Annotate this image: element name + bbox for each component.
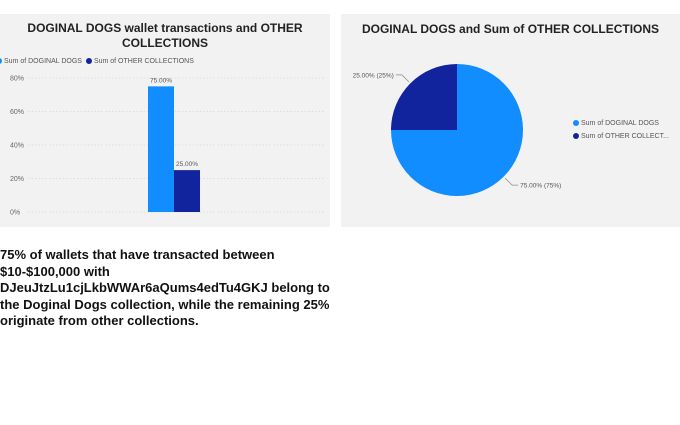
legend-dot-other-collections	[573, 133, 579, 140]
bar	[148, 86, 174, 212]
legend-item-doginal-dogs[interactable]: Sum of DOGINAL DOGS	[0, 58, 82, 65]
pie-legend-item-doginal-dogs[interactable]: Sum of DOGINAL DOGS	[573, 120, 669, 127]
bar-chart-title: DOGINAL DOGS wallet transactions and OTH…	[27, 21, 303, 50]
legend-dot-other-collections	[85, 58, 92, 65]
y-tick-label: 40%	[10, 143, 24, 150]
summary-text: 75% of wallets that have transacted betw…	[0, 247, 330, 328]
pie-chart-plot: 75.00% (75%) 25.00% (25%)	[353, 64, 561, 196]
legend-item-other-collections[interactable]: Sum of OTHER COLLECTIONS	[85, 58, 194, 65]
pie-chart-panel: DOGINAL DOGS and Sum of OTHER COLLECTION…	[341, 14, 680, 227]
legend-label: Sum of OTHER COLLECT...	[581, 133, 669, 140]
data-label: 75.00% (75%)	[520, 183, 561, 190]
legend-dot-doginal-dogs	[573, 120, 579, 127]
data-label: 25.00% (25%)	[353, 72, 394, 79]
pie-slice	[391, 64, 457, 130]
legend-label: Sum of DOGINAL DOGS	[581, 120, 659, 127]
y-tick-label: 0%	[10, 210, 20, 217]
legend-dot-doginal-dogs	[0, 58, 2, 65]
bar-chart-legend: Sum of DOGINAL DOGS Sum of OTHER COLLECTI…	[0, 58, 198, 65]
bar	[174, 170, 200, 212]
y-tick-label: 80%	[10, 76, 24, 83]
y-tick-label: 60%	[10, 109, 24, 116]
legend-label: Sum of OTHER COLLECTIONS	[93, 58, 194, 65]
legend-label: Sum of DOGINAL DOGS	[4, 58, 82, 65]
bar-chart-panel: DOGINAL DOGS wallet transactions and OTH…	[0, 14, 330, 227]
pie-chart-legend: Sum of DOGINAL DOGS Sum of OTHER COLLECT…	[573, 120, 673, 146]
bar-chart-plot: 0% 20% 40% 60% 80% 75.00% 25.00%	[10, 76, 324, 217]
data-label: 75.00%	[150, 77, 172, 84]
y-tick-label: 20%	[10, 176, 24, 183]
data-label: 25.00%	[176, 161, 198, 168]
pie-legend-item-other-collections[interactable]: Sum of OTHER COLLECT...	[573, 133, 669, 140]
leader-line	[504, 177, 519, 186]
leader-line	[395, 74, 410, 83]
pie-chart-title: DOGINAL DOGS and Sum of OTHER COLLECTION…	[361, 22, 660, 36]
